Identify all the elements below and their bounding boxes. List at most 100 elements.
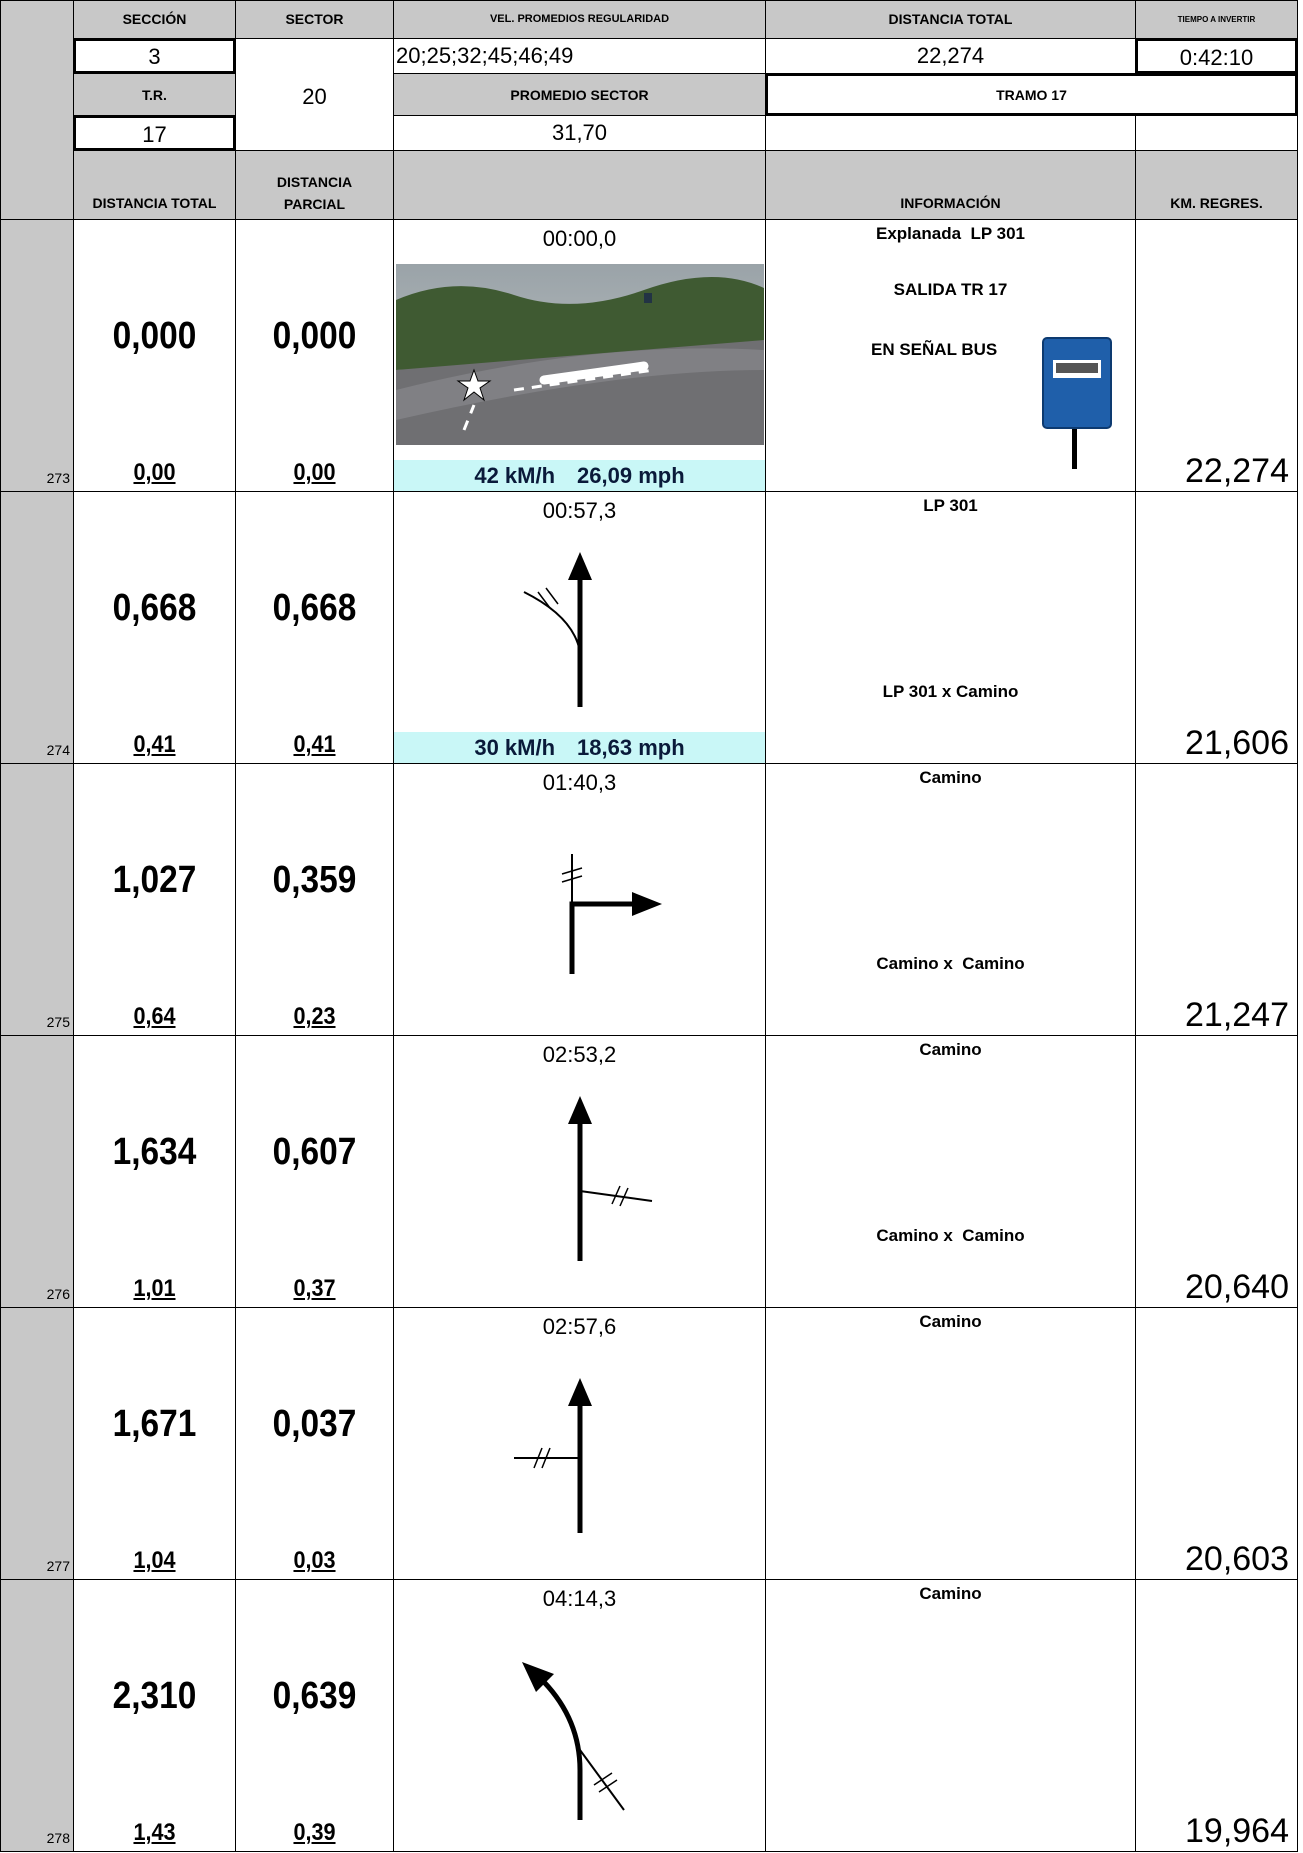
total-cell: 0,000 0,00 [73,219,236,492]
km-regres: 19,964 [1185,1812,1289,1850]
row-number-cell: 274 [0,491,74,764]
speed: 18,63 mph [577,734,685,760]
dist: 22,274 [765,38,1136,74]
km-cell: 21,606 [1135,491,1298,764]
total-distance: 1,027 [112,859,197,901]
empty [765,115,1136,151]
tr-label: T.R. [73,73,236,116]
total-cell: 1,634 1,01 [73,1035,236,1308]
partial-cell: 0,639 0,39 [235,1579,394,1852]
label: PROMEDIO SECTOR [510,87,649,103]
route-diagram [568,1096,653,1261]
label: DISTANCIA TOTAL [92,195,217,211]
tr: 17 [73,115,236,151]
empty [1135,115,1298,151]
value: 22,274 [916,43,985,68]
row-number: 277 [46,1558,70,1574]
info-cell: Camino Camino x Camino [765,1035,1136,1308]
row-number: 273 [46,470,70,486]
total-distance: 2,310 [112,1675,197,1717]
info-top: Camino [919,1040,982,1059]
info-top: Camino [919,1312,982,1331]
km-regres: 22,274 [1185,452,1289,490]
total-sub: 1,43 [133,1819,176,1846]
total-sub: 0,00 [133,459,176,486]
time: 02:53,2 [542,1042,617,1067]
time: 02:57,6 [542,1314,617,1339]
label: INFORMACIÓN [900,195,1001,211]
info-cell: Explanada LP 301 SALIDA TR 17 EN SEÑAL BUS [765,219,1136,492]
diagram-cell: 00:00,0 42 kM/h 26,09 mph [393,219,766,492]
partial-cell: 0,037 0,03 [235,1307,394,1580]
info-bottom: Camino x Camino [876,954,1025,973]
left-gray-header [0,0,74,220]
row-number-cell: 275 [0,763,74,1036]
km-regres: 21,606 [1185,724,1289,762]
col-blank [393,150,766,220]
info-cell: LP 301 LP 301 x Camino [765,491,1136,764]
total-sub: 0,41 [133,731,176,758]
time: 04:14,3 [542,1586,617,1611]
label: SECTOR [285,11,344,27]
partial-distance: 0,000 [272,315,357,357]
vel-label: VEL. PROMEDIOS REGULARIDAD [393,0,766,39]
bus-sign [1042,337,1112,469]
value: TRAMO 17 [996,87,1067,103]
row-number: 275 [46,1014,70,1030]
total-distance: 0,668 [112,587,197,629]
km-regres: 20,640 [1185,1268,1289,1306]
route-diagram [523,552,592,707]
partial-sub: 0,41 [293,731,336,758]
km-regres: 20,603 [1185,1540,1289,1578]
total-sub: 1,01 [133,1275,176,1302]
col-km: KM. REGRES. [1135,150,1298,220]
total-sub: 0,64 [133,1003,176,1030]
partial-sub: 0,03 [293,1547,336,1574]
total-cell: 0,668 0,41 [73,491,236,764]
dist-label: DISTANCIA TOTAL [765,0,1136,39]
partial-distance: 0,639 [272,1675,357,1717]
col-partial: DISTANCIA PARCIAL [235,150,394,220]
route-diagram [561,854,662,974]
row-number-cell: 277 [0,1307,74,1580]
partial-sub: 0,39 [293,1819,336,1846]
info-cell: Camino Camino x Camino [765,763,1136,1036]
label: VEL. PROMEDIOS REGULARIDAD [489,13,670,25]
diagram-cell: 04:14,3 [393,1579,766,1852]
speed: 30 kM/h [474,734,556,760]
route-diagram [396,264,764,445]
label: T.R. [142,87,167,103]
tiempo: 0:42:10 [1135,38,1298,74]
info-top: Explanada LP 301 [876,224,1025,243]
total-cell: 2,310 1,43 [73,1579,236,1852]
col-info: INFORMACIÓN [765,150,1136,220]
total-cell: 1,027 0,64 [73,763,236,1036]
km-cell: 20,603 [1135,1307,1298,1580]
total-distance: 1,671 [112,1403,197,1445]
km-regres: 21,247 [1185,996,1289,1034]
value: 17 [142,122,167,147]
partial-distance: 0,607 [272,1131,357,1173]
partial-distance: 0,668 [272,587,357,629]
label: DISTANCIA TOTAL [888,11,1013,27]
total-sub: 1,04 [133,1547,176,1574]
km-cell: 22,274 [1135,219,1298,492]
partial-distance: 0,359 [272,859,357,901]
row-number: 274 [46,742,70,758]
info-bottom: LP 301 x Camino [882,682,1019,701]
seccion: 3 [73,38,236,74]
total-distance: 0,000 [112,315,197,357]
time: 01:40,3 [542,770,617,795]
speed: 26,09 mph [577,462,685,488]
diagram-cell: 01:40,3 [393,763,766,1036]
row-number: 276 [46,1286,70,1302]
promedio-label: PROMEDIO SECTOR [393,73,766,116]
total-cell: 1,671 1,04 [73,1307,236,1580]
tiempo-label: TIEMPO A INVERTIR [1135,0,1298,39]
row-number-cell: 278 [0,1579,74,1852]
info-line: EN SEÑAL BUS [871,340,998,359]
partial-cell: 0,000 0,00 [235,219,394,492]
row-number-cell: 273 [0,219,74,492]
diagram-cell: 02:53,2 [393,1035,766,1308]
